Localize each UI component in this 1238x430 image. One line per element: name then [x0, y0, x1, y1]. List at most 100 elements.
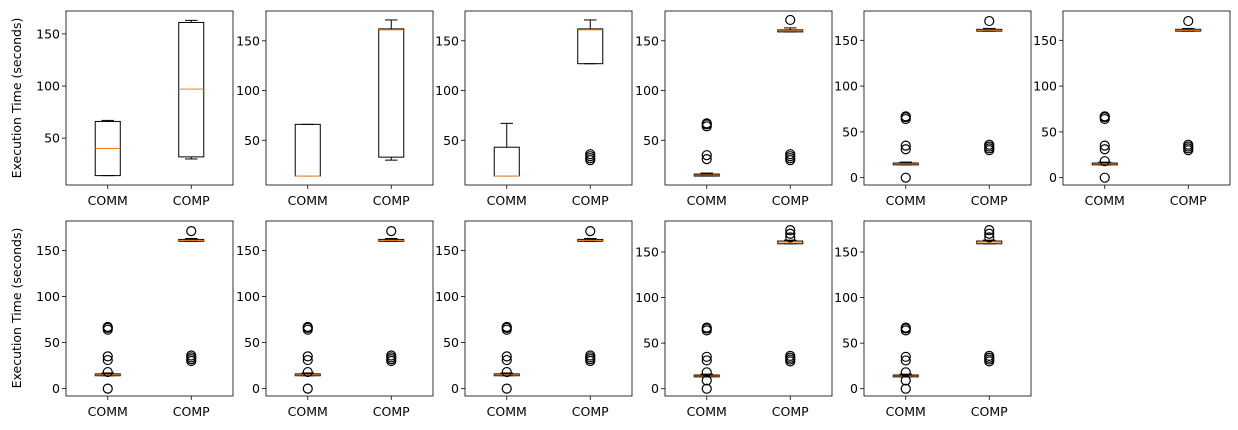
flier-point [1099, 144, 1110, 155]
ytick-label: 100 [635, 290, 659, 305]
ytick-label: 150 [36, 26, 60, 41]
flier-point [900, 111, 911, 122]
ytick-label: 0 [651, 381, 659, 396]
flier-point [1099, 156, 1110, 167]
box-comm [1091, 111, 1118, 183]
flier-point [302, 354, 313, 366]
flier-point [1099, 111, 1110, 122]
ytick-label: 50 [44, 131, 60, 146]
xtick-label: COMM [687, 193, 727, 208]
flier-point [1099, 172, 1110, 183]
flier-point [1183, 15, 1194, 27]
flier-point [302, 321, 313, 333]
subplot-11: 0 50 100 150 COMM COMP [834, 220, 1032, 419]
ytick-label: 0 [850, 170, 858, 185]
flier-point [501, 321, 512, 333]
ytick-label: 100 [435, 83, 459, 98]
box-comm [693, 322, 720, 394]
flier-point [102, 351, 113, 362]
ylabel-row-2: Execution Time (seconds) [9, 228, 24, 389]
ytick-label: 0 [252, 381, 260, 396]
box-comm [493, 321, 520, 394]
box-comm [693, 118, 720, 177]
flier-point [701, 118, 712, 129]
flier-point [701, 154, 712, 165]
box-comp [378, 226, 405, 367]
flier-point [701, 375, 712, 386]
axes-frame [863, 10, 1032, 186]
subplot-6: 0 50 100 150 COMM COMP [1033, 10, 1231, 208]
box-comp [976, 225, 1003, 367]
xtick-label: COMP [772, 404, 809, 419]
axes-frame [664, 10, 833, 186]
flier-point [984, 139, 995, 150]
box-comm [294, 321, 321, 394]
axes-frame [265, 10, 434, 186]
ytick-label: 50 [244, 133, 260, 148]
ytick-label: 150 [36, 243, 60, 258]
ytick-label: 100 [236, 83, 260, 98]
xtick-label: COMP [1170, 193, 1207, 208]
flier-point [186, 350, 197, 361]
subplot-4: 50 100 150 COMM COMP [635, 10, 833, 208]
flier-point [900, 355, 911, 366]
ytick-label: 100 [36, 289, 60, 304]
flier-point [302, 351, 313, 362]
ytick-label: 0 [451, 381, 459, 396]
ytick-label: 50 [842, 336, 858, 351]
ytick-label: 50 [643, 133, 659, 148]
flier-point [785, 350, 796, 361]
ytick-label: 50 [1041, 124, 1057, 139]
ytick-label: 150 [435, 243, 459, 258]
box-comm [493, 122, 520, 177]
flier-point [900, 140, 911, 151]
box-comp [777, 14, 804, 166]
flier-point [701, 322, 712, 333]
subplot-9: 0 50 100 150 COMM COMP [435, 220, 633, 419]
axes-frame [464, 10, 633, 186]
flier-point [701, 383, 712, 394]
ytick-label: 150 [236, 243, 260, 258]
ytick-label: 50 [842, 124, 858, 139]
ytick-label: 100 [635, 83, 659, 98]
flier-point [501, 383, 512, 394]
box-comm [892, 322, 919, 394]
flier-point [386, 350, 397, 361]
axes-frame [265, 220, 434, 397]
box-comp [976, 15, 1003, 156]
subplot-3: 50 100 150 COMM COMP [435, 10, 633, 208]
flier-point [102, 383, 113, 394]
box-comm [892, 111, 919, 183]
ytick-label: 0 [1049, 170, 1057, 185]
ytick-label: 50 [244, 335, 260, 350]
flier-point [701, 351, 712, 362]
xtick-label: COMP [572, 404, 609, 419]
flier-point [984, 350, 995, 361]
flier-point [900, 375, 911, 386]
flier-point [785, 149, 796, 160]
flier-point [900, 172, 911, 183]
box-iqr [493, 146, 520, 177]
xtick-label: COMM [288, 404, 328, 419]
xtick-label: COMM [288, 193, 328, 208]
xtick-label: COMM [886, 404, 926, 419]
box-comp [378, 19, 405, 161]
flier-point [785, 14, 796, 26]
xtick-label: COMM [886, 193, 926, 208]
subplot-5: 0 50 100 150 COMM COMP [834, 10, 1032, 208]
flier-point [785, 228, 796, 239]
xtick-label: COMM [487, 193, 527, 208]
box-comp [178, 19, 205, 160]
ytick-label: 50 [443, 335, 459, 350]
ytick-label: 150 [236, 33, 260, 48]
axes-frame [464, 220, 633, 397]
flier-point [186, 226, 197, 237]
flier-point [900, 367, 911, 378]
flier-point [785, 225, 796, 236]
flier-point [984, 232, 995, 243]
subplot-10: 0 50 100 150 COMM COMP [635, 220, 833, 419]
flier-point [102, 321, 113, 333]
box-comp [577, 226, 604, 367]
xtick-label: COMP [373, 404, 410, 419]
subplot-8: 0 50 100 150 COMM COMP [236, 220, 434, 419]
